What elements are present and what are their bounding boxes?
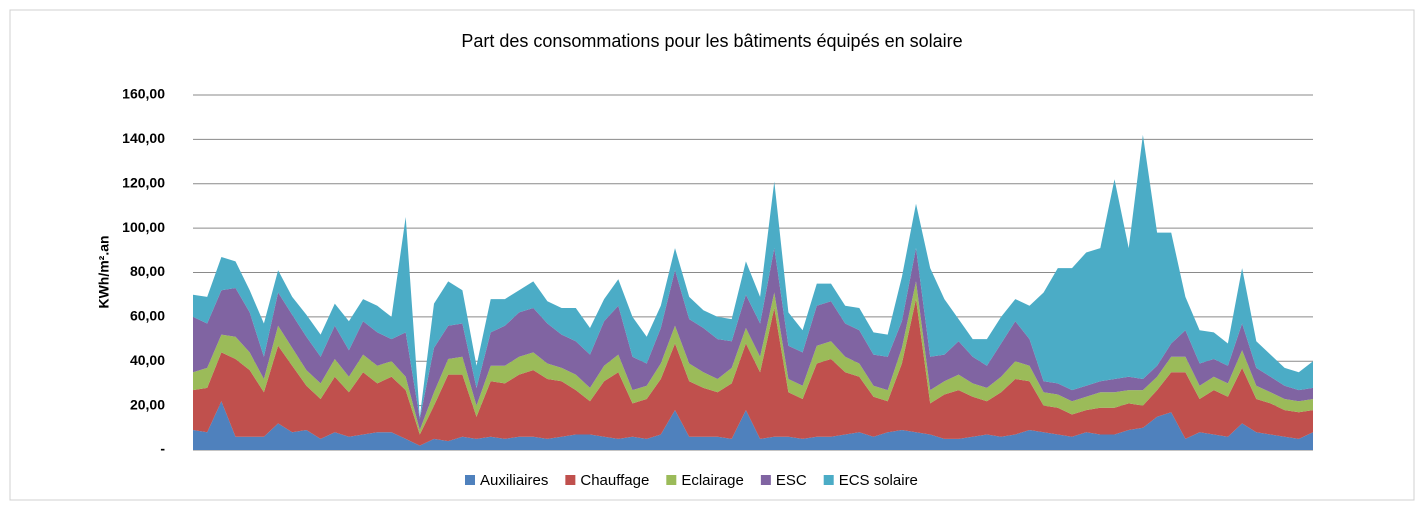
- y-tick-label: 40,00: [130, 352, 165, 368]
- legend-swatch: [565, 475, 576, 485]
- area: [193, 401, 1313, 450]
- y-tick-label: 60,00: [130, 308, 165, 324]
- legend-label: Chauffage: [580, 472, 649, 489]
- y-tick-label: -: [160, 441, 165, 457]
- legend-label: Auxiliaires: [480, 472, 548, 489]
- chart-title: Part des consommations pour les bâtiment…: [461, 31, 962, 51]
- y-tick-label: 80,00: [130, 263, 165, 279]
- y-tick-label: 160,00: [122, 86, 165, 102]
- area: [193, 248, 1313, 430]
- legend-label: ECS solaire: [839, 472, 918, 489]
- area: [193, 299, 1313, 446]
- y-tick-label: 20,00: [130, 396, 165, 412]
- legend-swatch: [666, 475, 677, 485]
- y-tick-label: 100,00: [122, 219, 165, 235]
- area: [193, 134, 1313, 419]
- y-tick-label: 120,00: [122, 174, 165, 190]
- y-tick-label: 140,00: [122, 130, 165, 146]
- legend-swatch: [823, 475, 834, 485]
- legend-label: ESC: [776, 472, 807, 489]
- area: [193, 281, 1313, 435]
- legend-label: Eclairage: [681, 472, 744, 489]
- legend-swatch: [465, 475, 475, 485]
- legend-swatch: [760, 475, 771, 485]
- y-axis-label: KWh/m².an: [96, 235, 112, 308]
